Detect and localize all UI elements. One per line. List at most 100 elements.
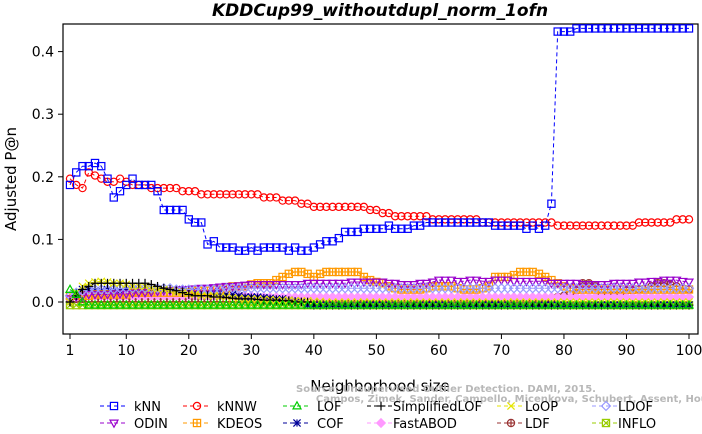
x-tick-label: 40 (305, 343, 323, 359)
point-knn (78, 161, 87, 171)
point-knn (272, 243, 281, 252)
point-lof (433, 299, 444, 309)
point-odin (446, 276, 457, 286)
point-lof (77, 296, 88, 306)
point-simplifiedlof (165, 285, 175, 294)
point-odin (390, 279, 401, 289)
point-knnw (659, 218, 669, 227)
point-lof (552, 299, 563, 309)
point-knn (459, 218, 469, 227)
point-knnw (203, 190, 212, 199)
point-knn (103, 174, 112, 183)
point-odin (377, 278, 388, 288)
point-knnw (315, 202, 325, 212)
point-odin (640, 278, 651, 288)
point-lof (89, 299, 101, 309)
point-odin (327, 279, 338, 289)
point-knn (509, 221, 519, 230)
point-odin (565, 279, 576, 289)
point-odin (427, 278, 438, 288)
point-odin (96, 291, 107, 300)
point-lof (471, 299, 482, 309)
point-knn (97, 161, 106, 171)
point-lof (527, 299, 538, 309)
point-knn (434, 218, 444, 227)
x-tick-label: 70 (493, 343, 511, 359)
legend-marker (108, 419, 120, 429)
point-knn (297, 246, 306, 255)
point-lof (240, 299, 251, 309)
point-lof (333, 299, 344, 309)
legend-item-cof: COF (283, 417, 344, 432)
point-lof (202, 299, 213, 309)
point-odin (521, 277, 532, 287)
legend-marker (506, 401, 516, 411)
point-knn (140, 180, 150, 190)
point-knnw (215, 190, 225, 199)
point-lof (621, 299, 632, 309)
point-lof (633, 299, 645, 309)
y-tick-label: 0.4 (32, 45, 54, 61)
point-odin (415, 279, 426, 289)
point-knnw (128, 180, 137, 190)
point-odin (114, 290, 126, 300)
point-lof (127, 299, 138, 309)
point-knn (115, 186, 125, 196)
point-knn (666, 24, 675, 33)
point-knnw (678, 215, 687, 224)
point-knn (440, 218, 450, 227)
point-knn (153, 186, 162, 196)
point-knnw (572, 221, 581, 230)
legend-item-ldf: LDF (497, 417, 550, 432)
point-simplifiedlof (78, 285, 87, 294)
series-line-knn (69, 27, 689, 252)
point-odin (665, 276, 676, 286)
point-lof (327, 299, 338, 309)
point-odin (490, 276, 501, 286)
x-tick-label: 90 (618, 343, 636, 359)
plot-area (62, 23, 699, 335)
legend-item-inflo: INFLO (592, 417, 656, 432)
point-knnw (247, 190, 256, 199)
point-lof (596, 299, 607, 309)
point-knnw (265, 193, 275, 202)
point-knn (672, 24, 681, 33)
point-knn (365, 224, 375, 233)
point-odin (108, 290, 119, 300)
point-lof (215, 299, 226, 309)
point-odin (527, 277, 538, 287)
legend-item-fastabod: FastABOD (367, 417, 457, 432)
point-knn (641, 24, 650, 33)
x-tick-label: 100 (676, 343, 702, 359)
point-odin (458, 277, 469, 287)
point-lof (577, 299, 588, 309)
point-knn (547, 199, 556, 208)
point-knnw (559, 221, 569, 230)
point-knnw (78, 183, 87, 193)
point-lof (221, 299, 232, 309)
legend-label: SimplifiedLOF (393, 400, 482, 415)
point-odin (465, 276, 476, 286)
point-odin (440, 276, 451, 286)
point-lof (302, 299, 313, 309)
point-knnw (378, 208, 387, 218)
point-lof (252, 299, 263, 309)
point-knn (578, 24, 587, 33)
point-odin (608, 279, 619, 289)
point-lof (521, 299, 532, 309)
legend-marker (291, 400, 303, 410)
point-odin (433, 276, 444, 286)
point-knnw (322, 202, 331, 212)
legend-item-odin: ODIN (100, 417, 168, 432)
point-lof (265, 299, 276, 309)
point-knn (465, 218, 475, 227)
point-odin (677, 277, 688, 287)
point-odin (671, 276, 682, 286)
point-knnw (165, 183, 175, 193)
point-simplifiedlof (153, 281, 162, 291)
point-knnw (609, 221, 619, 230)
point-lof (258, 299, 269, 309)
point-kdeos (353, 267, 362, 277)
point-knnw (616, 221, 625, 230)
legend-label: kNNW (217, 400, 257, 415)
